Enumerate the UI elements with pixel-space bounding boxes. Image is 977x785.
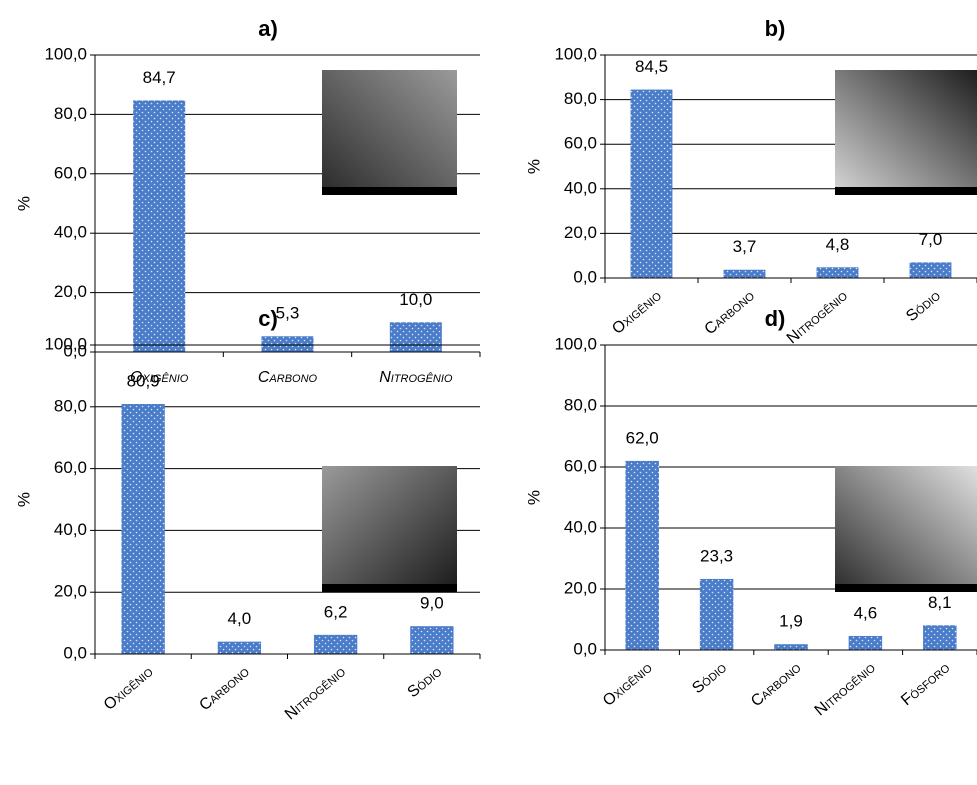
- value-label: 10,0: [399, 290, 432, 309]
- y-tick-label: 40,0: [564, 178, 597, 197]
- y-tick-label: 80,0: [564, 395, 597, 414]
- y-tick-label: 60,0: [54, 163, 87, 182]
- bar-texture: [121, 404, 164, 654]
- value-label: 6,2: [324, 602, 348, 621]
- bar-texture: [774, 644, 807, 650]
- y-axis-label: %: [14, 492, 33, 507]
- x-tick-label: Sódio: [405, 663, 446, 701]
- y-axis-label: %: [14, 196, 33, 211]
- sem-image: [835, 70, 977, 195]
- chart-title: a): [258, 16, 278, 41]
- y-tick-label: 80,0: [54, 396, 87, 415]
- y-tick-label: 60,0: [54, 458, 87, 477]
- bar-texture: [314, 635, 357, 654]
- y-tick-label: 40,0: [54, 223, 87, 242]
- sem-image: [835, 466, 977, 592]
- y-tick-label: 100,0: [44, 44, 87, 63]
- value-label: 84,5: [635, 57, 668, 76]
- x-tick-label: Carbono: [196, 663, 253, 714]
- x-tick-label: Nitrogênio: [812, 659, 879, 719]
- sem-image: [322, 466, 457, 592]
- value-label: 4,0: [228, 609, 252, 628]
- y-axis-label: %: [524, 159, 543, 174]
- y-tick-label: 20,0: [54, 282, 87, 301]
- bar-texture: [410, 626, 453, 654]
- x-tick-label: Oxigênio: [101, 663, 157, 714]
- x-tick-label: Nitrogênio: [784, 287, 851, 347]
- chart-title: c): [258, 306, 278, 331]
- x-tick-label: Oxigênio: [609, 287, 665, 338]
- value-label: 62,0: [626, 428, 659, 447]
- chart-title: b): [765, 16, 786, 41]
- sem-image: [322, 70, 457, 195]
- y-tick-label: 60,0: [564, 134, 597, 153]
- value-label: 4,8: [826, 235, 850, 254]
- x-tick-label: Nitrogênio: [379, 369, 453, 386]
- x-tick-label: Carbono: [258, 369, 318, 386]
- y-tick-label: 0,0: [573, 639, 597, 658]
- value-label: 4,6: [854, 603, 878, 622]
- bar-texture: [817, 267, 859, 278]
- y-tick-label: 100,0: [554, 334, 597, 353]
- x-tick-label: Nitrogênio: [282, 663, 349, 723]
- value-label: 3,7: [733, 237, 757, 256]
- x-tick-label: Fósforo: [898, 659, 953, 709]
- bar-texture: [390, 322, 442, 352]
- y-tick-label: 20,0: [564, 223, 597, 242]
- x-tick-label: Carbono: [701, 287, 758, 338]
- bar-texture: [700, 579, 733, 650]
- value-label: 80,9: [127, 372, 160, 391]
- value-label: 1,9: [779, 612, 803, 631]
- bar-texture: [133, 100, 185, 352]
- sem-scalebar: [322, 584, 457, 592]
- x-tick-label: Carbono: [748, 659, 805, 710]
- y-tick-label: 100,0: [44, 334, 87, 353]
- value-label: 9,0: [420, 594, 444, 613]
- bar-texture: [218, 642, 261, 654]
- value-label: 8,1: [928, 593, 952, 612]
- bar-texture: [631, 90, 673, 278]
- bar-texture: [625, 461, 658, 650]
- bar-texture: [724, 270, 766, 278]
- x-tick-label: Sódio: [689, 659, 730, 697]
- x-tick-label: Sódio: [903, 287, 944, 325]
- bar-texture: [262, 336, 314, 352]
- figure: a)% 0,0 20,0 40,0 60,0 80,0 100,0 Oxigênio 84,7 C…: [0, 0, 977, 785]
- value-label: 7,0: [919, 230, 943, 249]
- y-tick-label: 40,0: [564, 517, 597, 536]
- bar-texture: [910, 262, 952, 278]
- y-tick-label: 0,0: [63, 643, 87, 662]
- value-label: 5,3: [276, 304, 300, 323]
- sem-scalebar: [835, 584, 977, 592]
- bar-texture: [923, 625, 956, 650]
- y-axis-label: %: [524, 490, 543, 505]
- y-tick-label: 80,0: [54, 104, 87, 123]
- chart-title: d): [765, 306, 786, 331]
- bar-texture: [849, 636, 882, 650]
- y-tick-label: 20,0: [564, 578, 597, 597]
- value-label: 84,7: [143, 68, 176, 87]
- y-tick-label: 40,0: [54, 520, 87, 539]
- sem-scalebar: [835, 187, 977, 195]
- x-tick-label: Oxigênio: [600, 659, 656, 710]
- y-tick-label: 80,0: [564, 89, 597, 108]
- y-tick-label: 20,0: [54, 582, 87, 601]
- sem-scalebar: [322, 187, 457, 195]
- value-label: 23,3: [700, 546, 733, 565]
- y-tick-label: 100,0: [554, 44, 597, 63]
- y-tick-label: 0,0: [573, 267, 597, 286]
- y-tick-label: 60,0: [564, 456, 597, 475]
